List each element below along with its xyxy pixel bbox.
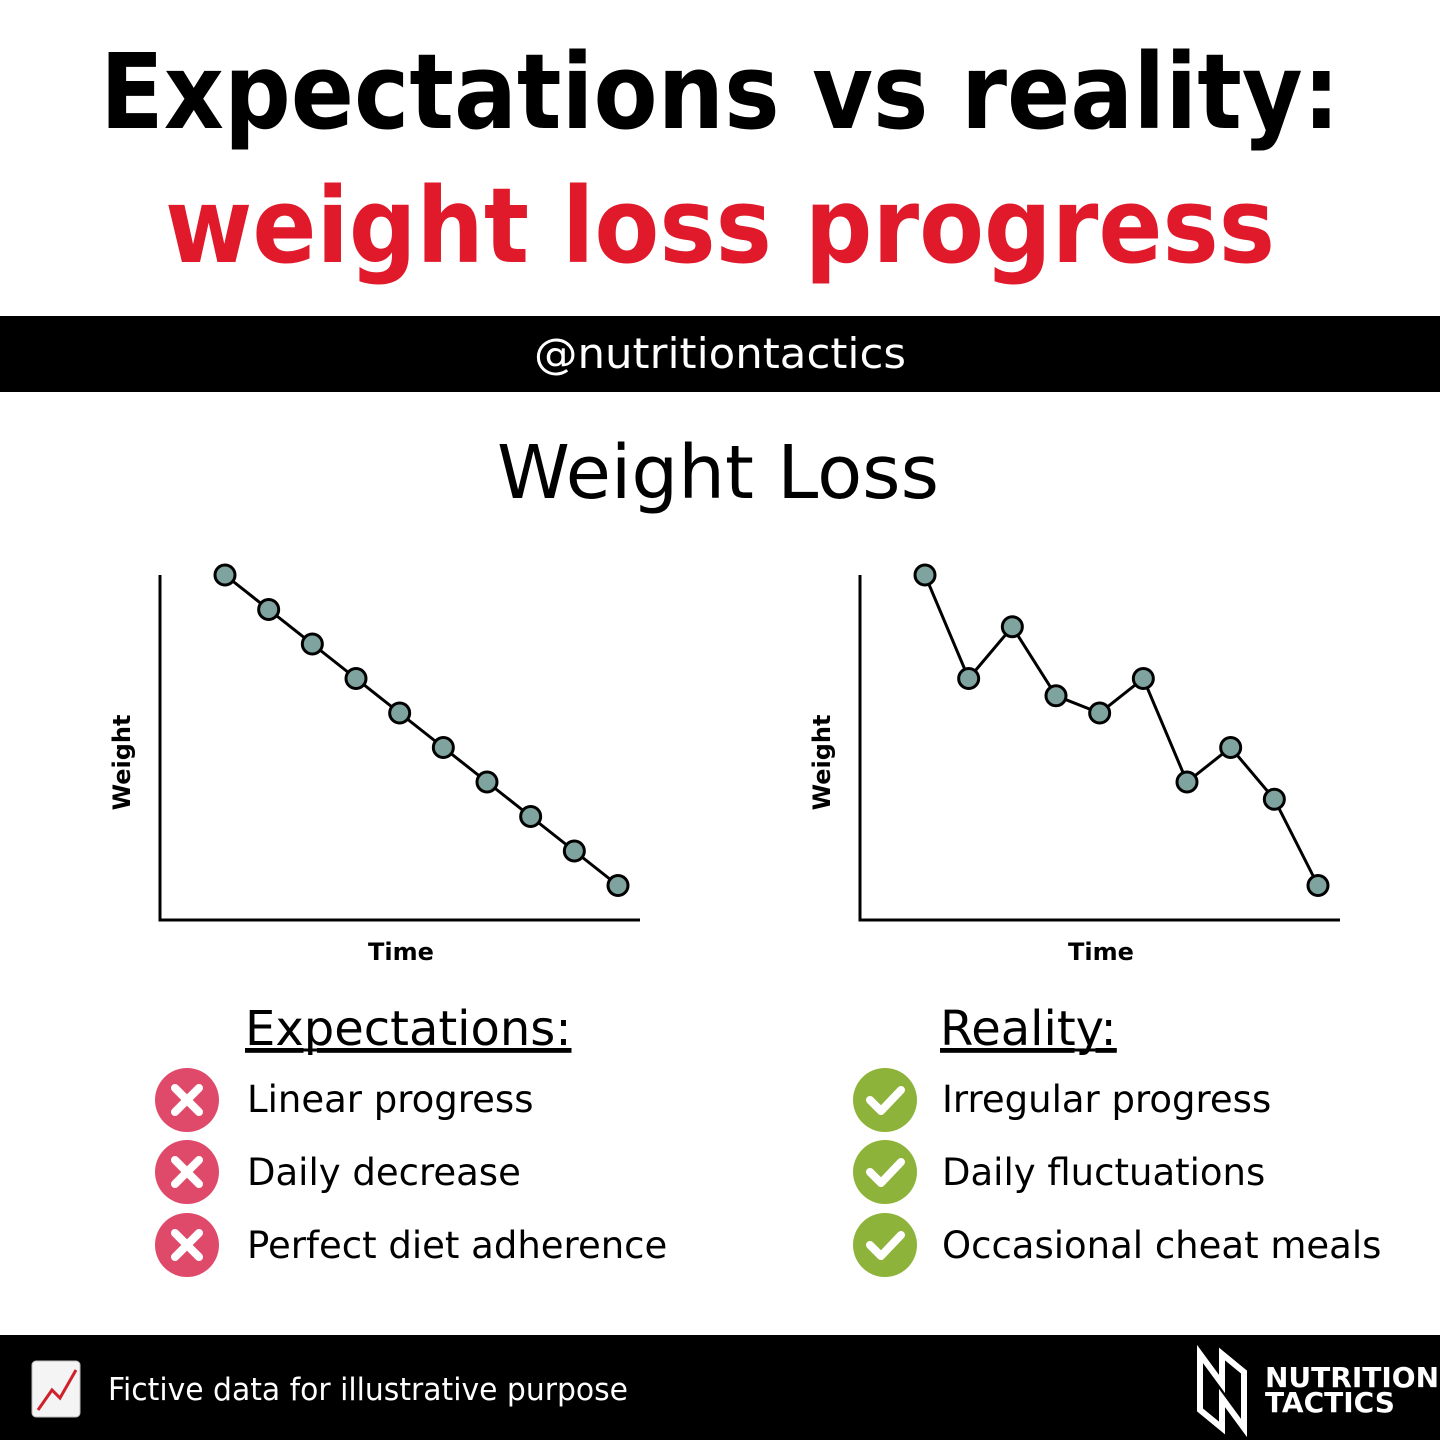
point [1044,684,1068,708]
handle-band [0,316,1440,392]
x-axis-label: Time [368,938,434,966]
point [213,563,237,587]
point [1306,874,1330,897]
point [1219,736,1243,759]
point [475,770,499,794]
point [1262,787,1286,811]
y-axis-label: Weight [808,715,836,811]
point [562,839,586,863]
logo-mark [1197,1344,1247,1438]
heading: Weight Loss [497,430,939,516]
logo-text: TACTICS [1265,1386,1395,1419]
x-axis-label: Time [1068,938,1134,966]
logo-text: NUTRITION [1265,1361,1439,1394]
point [1175,770,1199,794]
x-icons [155,1068,219,1277]
list-item: Daily fluctuations [942,1151,1265,1194]
point [1131,667,1155,690]
point [388,701,412,725]
point [344,667,368,690]
list-title: Expectations: [245,1001,571,1057]
point [257,598,281,621]
list-item: Linear progress [247,1078,533,1121]
chart: Time Weight [808,563,1340,966]
point [519,805,543,828]
handle: @nutritiontactics [534,329,906,378]
point [300,632,324,656]
y-axis-label: Weight [108,715,136,811]
point [606,874,630,897]
point [1088,701,1112,725]
point [913,563,937,587]
list-item: Occasional cheat meals [942,1224,1381,1267]
check-icons [853,1068,917,1277]
footer-note: Fictive data for illustrative purpose [108,1372,628,1408]
line [224,573,619,887]
axes [158,575,640,922]
list-item: Daily decrease [247,1151,521,1194]
title: Expectations vs reality: [100,31,1340,153]
chart: Time Weight [108,563,640,966]
list-title: Reality: [940,1001,1117,1057]
point [957,667,981,690]
point [1000,615,1024,639]
list-item: Irregular progress [942,1078,1271,1121]
subtitle: weight loss progress [165,165,1275,287]
line [923,574,1320,887]
chart-icon [31,1360,81,1418]
axes [858,575,1340,922]
list-item: Perfect diet adherence [247,1224,667,1267]
point [431,736,455,759]
